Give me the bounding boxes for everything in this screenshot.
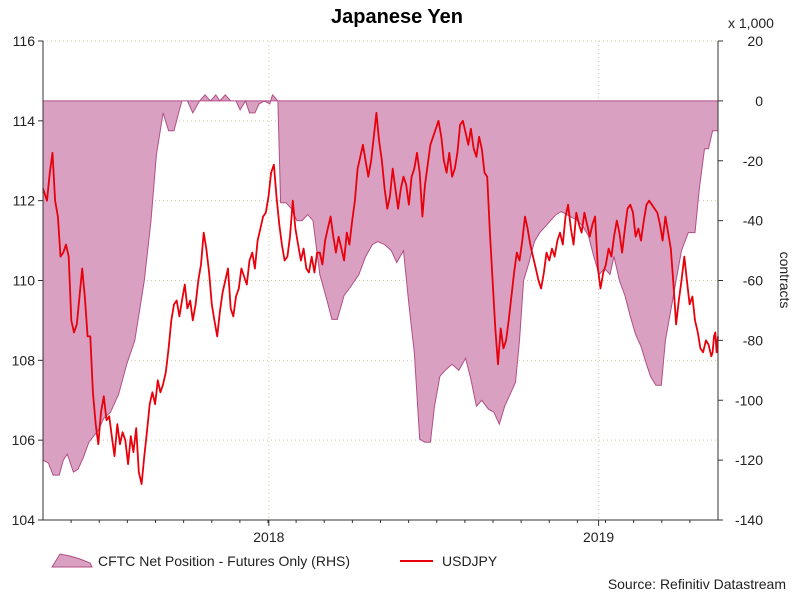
left-tick-label: 110 xyxy=(13,273,36,289)
net-position-area-layer xyxy=(42,93,719,476)
legend-area-swatch xyxy=(51,553,93,568)
left-tick-label: 104 xyxy=(12,512,36,528)
usdjpy-line xyxy=(42,111,719,485)
right-tick-label: 0 xyxy=(755,93,763,109)
left-tick-label: 108 xyxy=(12,352,36,368)
net-position-area xyxy=(42,93,719,476)
right-tick-label: -80 xyxy=(743,332,763,348)
right-tick-label: -100 xyxy=(735,392,763,408)
legend-area-label: CFTC Net Position - Futures Only (RHS) xyxy=(98,553,350,569)
left-tick-label: 114 xyxy=(13,113,36,129)
right-axis-label: contracts xyxy=(777,252,793,309)
legend: CFTC Net Position - Futures Only (RHS) U… xyxy=(51,553,498,569)
x-tick-label: 2019 xyxy=(583,529,614,545)
multiplier-label: x 1,000 xyxy=(728,15,774,31)
right-tick-label: -60 xyxy=(743,273,763,289)
legend-line-label: USDJPY xyxy=(442,553,498,569)
left-tick-label: 116 xyxy=(13,33,36,49)
right-tick-label: -40 xyxy=(743,213,763,229)
left-tick-label: 112 xyxy=(13,193,36,209)
left-tick-label: 106 xyxy=(12,432,36,448)
right-tick-label: -120 xyxy=(735,452,763,468)
left-axis-ticks: 104 106 108 110 112 114 116 xyxy=(12,33,43,528)
right-tick-label: -20 xyxy=(743,153,763,169)
source-note: Source: Refinitiv Datastream xyxy=(608,576,786,592)
chart-title: Japanese Yen xyxy=(331,6,463,28)
right-tick-label: 20 xyxy=(747,33,763,49)
x-axis-ticks: 2018 2019 xyxy=(70,520,691,545)
x-tick-label: 2018 xyxy=(253,529,284,545)
right-axis-ticks: -140 -120 -100 -80 -60 -40 -20 0 20 xyxy=(718,33,763,528)
right-tick-label: -140 xyxy=(735,512,763,528)
usdjpy-line-layer xyxy=(42,111,719,485)
